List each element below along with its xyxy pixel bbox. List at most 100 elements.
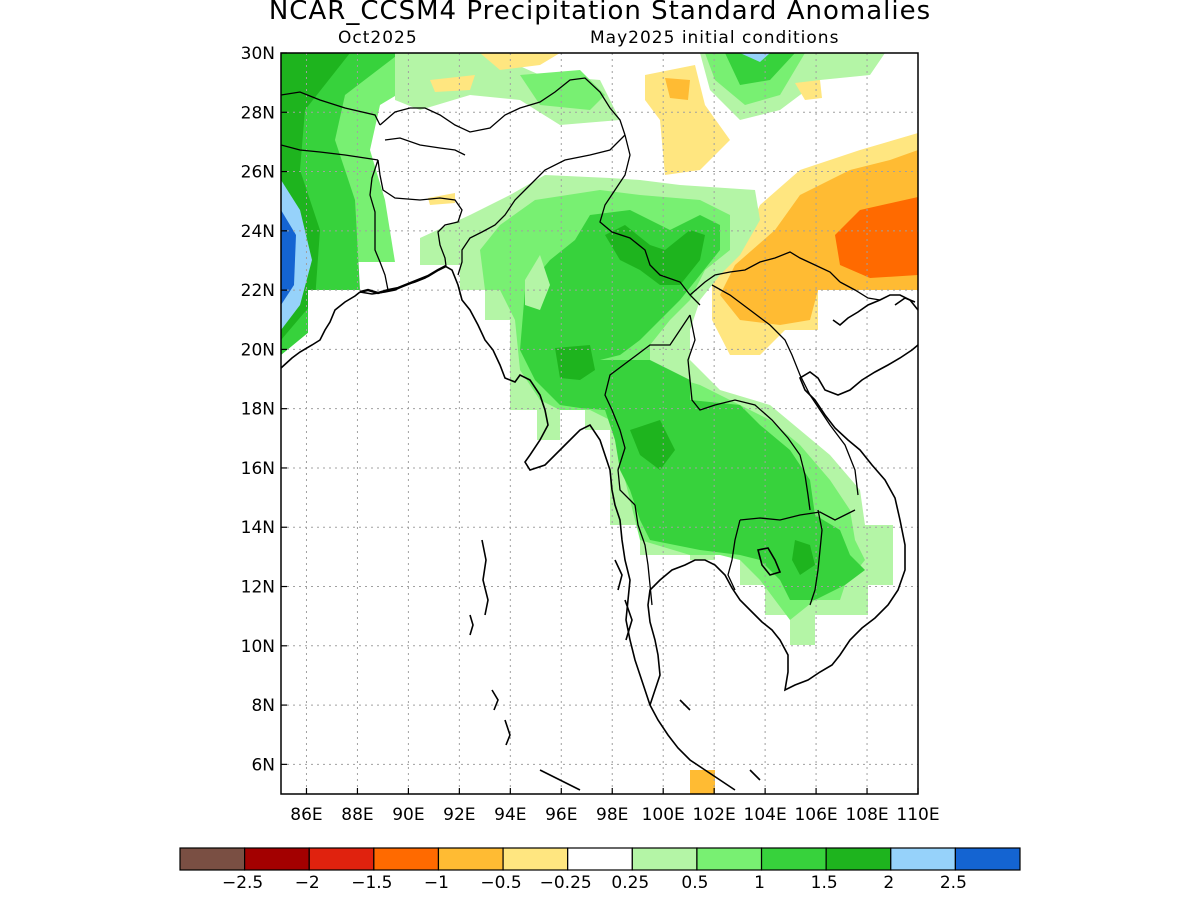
- lon-tick-label: 98E: [596, 805, 628, 825]
- lat-tick-label: 14N: [241, 518, 275, 538]
- anomaly-region-central-2d: [792, 540, 815, 575]
- anomaly-region-central-2c: [630, 420, 675, 470]
- colorbar-swatch: [502, 847, 569, 871]
- lon-tick-label: 92E: [443, 805, 475, 825]
- colorbar-label: −1.5: [351, 873, 392, 893]
- lat-tick-label: 16N: [241, 459, 275, 479]
- border-myanmar-thailand-south: [634, 504, 653, 606]
- lon-tick-label: 108E: [845, 805, 888, 825]
- colorbar-swatch: [179, 847, 246, 871]
- anomaly-region-northeast-15: [725, 53, 795, 85]
- island-gulf: [679, 699, 761, 781]
- border-laos-vietnam: [711, 284, 859, 496]
- colorbar-label: 2.5: [940, 873, 967, 893]
- anomaly-region-central-2: [605, 225, 705, 285]
- border-laos-china: [689, 251, 841, 296]
- anomaly-region-east-05: [720, 150, 918, 325]
- valid-month-label: Oct2025: [338, 28, 418, 48]
- anomaly-region-north-negative-2: [430, 75, 475, 92]
- island-andaman-2: [469, 614, 474, 636]
- lon-tick-label: 104E: [744, 805, 787, 825]
- map-axes: 86E 88E 90E 92E 94E 96E 98E 100E 102E 104E 106E 108…: [241, 44, 940, 825]
- lake-tonle-sap: [757, 547, 782, 576]
- colorbar-label: 0.25: [611, 873, 649, 893]
- anomaly-region-central-15: [520, 210, 865, 600]
- colorbar-swatch: [373, 847, 440, 871]
- lon-tick-label: 106E: [794, 805, 837, 825]
- anomaly-region-west-25: [281, 210, 296, 305]
- colorbar-swatch: [244, 847, 310, 871]
- colorbar-swatch: [567, 847, 633, 871]
- no-anomaly-region-bay: [308, 290, 360, 355]
- figure-title: NCAR_CCSM4 Precipitation Standard Anomal…: [268, 0, 932, 26]
- border-vietnam-china: [839, 281, 881, 301]
- border-myanmar-china: [599, 134, 701, 306]
- colorbar-label: 2: [883, 873, 894, 893]
- anomaly-region-north-negative-4: [665, 78, 690, 100]
- border-cambodia: [727, 509, 856, 606]
- border-bhutan: [384, 137, 466, 156]
- lat-tick-label: 20N: [241, 340, 275, 360]
- colorbar-label: −0.25: [540, 873, 592, 893]
- anomaly-region-north-negative-5: [795, 80, 822, 100]
- anomaly-region-north-1: [520, 70, 605, 110]
- border-nepal-india: [281, 144, 379, 161]
- coastline-bangladesh-myanmar: [359, 265, 736, 791]
- lon-tick-label: 94E: [494, 805, 526, 825]
- anomaly-region-northeast-2: [740, 53, 770, 62]
- coastline-sumatra: [539, 769, 581, 791]
- anomaly-region-south-negative: [690, 770, 715, 794]
- lat-tick-label: 6N: [251, 755, 275, 775]
- border-myanmar-laos-thailand: [604, 314, 691, 506]
- lat-tick-label: 26N: [241, 163, 275, 183]
- lat-tick-label: 10N: [241, 637, 275, 657]
- lat-tick-label: 18N: [241, 400, 275, 420]
- anomaly-region-east-1: [835, 197, 918, 278]
- lat-tick-label: 22N: [241, 281, 275, 301]
- anomaly-region-north-negative-6: [428, 193, 455, 205]
- island-mergui: [614, 559, 633, 641]
- country-border-layer: [281, 77, 881, 606]
- lon-tick-label: 102E: [693, 805, 736, 825]
- colorbar-swatch: [631, 847, 698, 871]
- coastline-layer: [281, 264, 918, 791]
- colorbar-label: 1.5: [811, 873, 838, 893]
- anomaly-region-north-negative-3: [645, 65, 730, 175]
- initial-conditions-label: May2025 initial conditions: [590, 28, 840, 48]
- anomaly-region-central-2b: [555, 345, 595, 380]
- colorbar-swatch: [954, 847, 1021, 871]
- colorbar-swatch: [696, 847, 763, 871]
- colorbar-label: −2.5: [222, 873, 263, 893]
- lat-tick-label: 30N: [241, 44, 275, 64]
- border-thailand-laos: [687, 314, 811, 511]
- colorbar-swatch: [760, 847, 827, 871]
- lon-tick-label: 100E: [642, 805, 685, 825]
- lon-tick-label: 86E: [290, 805, 322, 825]
- colorbar-label: −0.5: [480, 873, 521, 893]
- colorbar-label: 0.5: [681, 873, 708, 893]
- lon-tick-label: 110E: [896, 805, 939, 825]
- colorbar-label: −2: [295, 873, 320, 893]
- anomaly-region-central-weak: [525, 255, 550, 310]
- anomaly-region-north-negative-1: [480, 53, 560, 70]
- colorbar-label: 1: [754, 873, 765, 893]
- colorbar-label: −1: [424, 873, 449, 893]
- lon-tick-label: 90E: [392, 805, 424, 825]
- lat-tick-label: 8N: [251, 696, 275, 716]
- lat-tick-label: 24N: [241, 222, 275, 242]
- colorbar-swatch: [890, 847, 956, 871]
- border-bangladesh: [369, 159, 463, 291]
- coastline-thailand-gulf: [647, 344, 918, 706]
- coastline-india-east: [281, 291, 361, 369]
- border-nepal-china: [281, 91, 381, 126]
- map-frame: [280, 52, 919, 795]
- island-andaman-1: [481, 539, 489, 616]
- coastline-sundarbans: [359, 264, 447, 295]
- lat-tick-label: 12N: [241, 578, 275, 598]
- lon-tick-label: 88E: [341, 805, 373, 825]
- colorbar-swatch: [308, 847, 375, 871]
- colorbar-swatch: [437, 847, 504, 871]
- colorbar-swatch: [825, 847, 892, 871]
- coastline-hainan: [894, 297, 916, 306]
